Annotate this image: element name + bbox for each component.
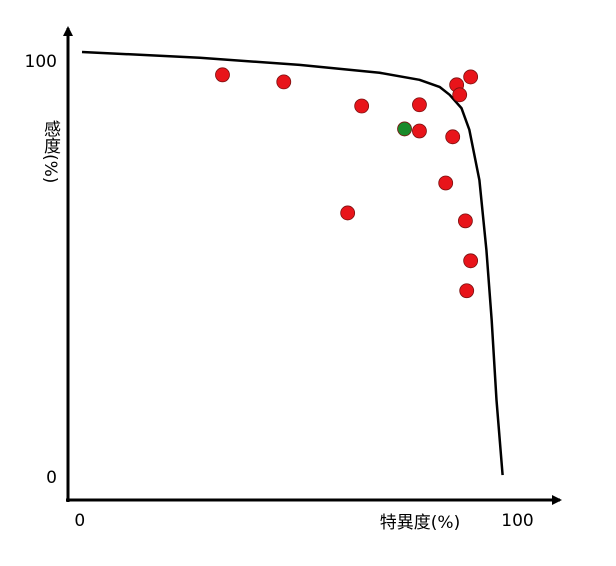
point xyxy=(457,213,473,229)
point xyxy=(438,175,454,191)
point xyxy=(463,69,479,85)
point xyxy=(354,98,370,114)
x-axis-label: 特異度(%) xyxy=(380,513,460,533)
curve xyxy=(81,50,504,476)
point xyxy=(276,74,292,90)
point xyxy=(445,129,461,145)
y-tick-label: 0 xyxy=(46,468,57,488)
x-tick-label: 100 xyxy=(501,511,533,531)
point xyxy=(452,87,468,103)
y-axis-label: 感度(%) xyxy=(40,120,61,183)
point xyxy=(340,205,356,221)
point xyxy=(459,283,475,299)
point xyxy=(463,253,479,269)
point xyxy=(397,121,412,137)
point xyxy=(412,123,427,139)
y-tick-label: 100 xyxy=(25,52,57,72)
point xyxy=(215,67,230,83)
x-tick-label: 0 xyxy=(74,511,85,531)
point xyxy=(412,97,427,113)
